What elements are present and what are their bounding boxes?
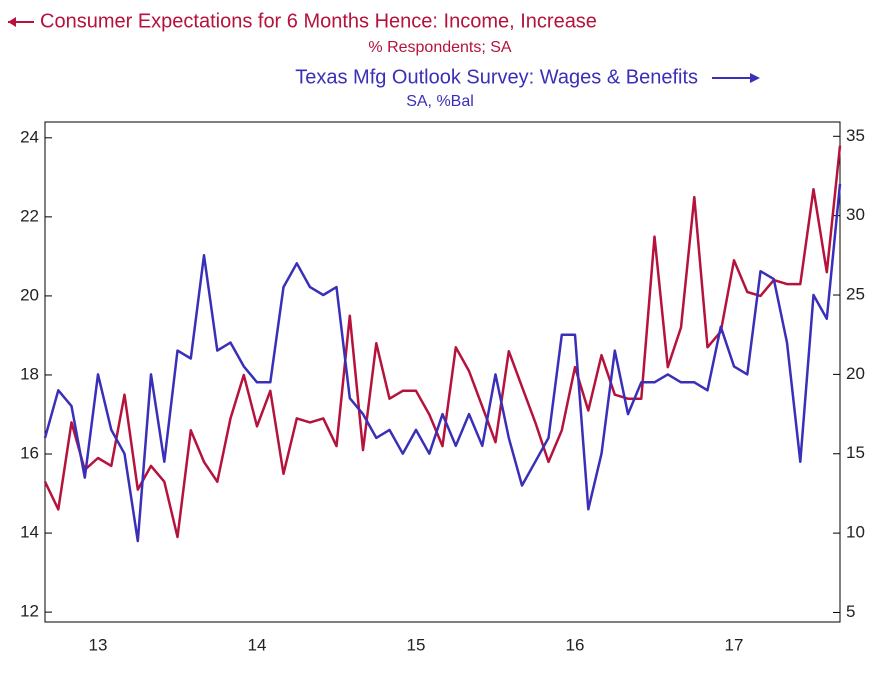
y-tick-label: 16 bbox=[20, 444, 39, 463]
subtitle: SA, %Bal bbox=[406, 93, 474, 110]
y-tick-label: 14 bbox=[20, 523, 39, 542]
legend-arrowhead bbox=[8, 17, 16, 27]
y-tick-label: 24 bbox=[20, 127, 39, 146]
y2-tick-label: 35 bbox=[846, 126, 865, 145]
y-tick-label: 18 bbox=[20, 364, 39, 383]
legend-label: Texas Mfg Outlook Survey: Wages & Benefi… bbox=[295, 66, 698, 88]
plot-frame bbox=[44, 121, 841, 623]
series-line bbox=[43, 145, 842, 539]
x-tick-label: 16 bbox=[566, 635, 585, 654]
y-tick-label: 12 bbox=[20, 602, 39, 621]
x-tick-label: 15 bbox=[407, 635, 426, 654]
x-tick-label: 14 bbox=[248, 635, 267, 654]
y-tick-label: 20 bbox=[20, 285, 39, 304]
y2-tick-label: 30 bbox=[846, 205, 865, 224]
series-line bbox=[43, 183, 842, 543]
x-tick-label: 13 bbox=[89, 635, 108, 654]
y2-tick-label: 5 bbox=[846, 602, 855, 621]
y2-tick-label: 25 bbox=[846, 285, 865, 304]
x-tick-label: 17 bbox=[725, 635, 744, 654]
legend-arrowhead bbox=[750, 73, 760, 83]
y2-tick-label: 15 bbox=[846, 443, 865, 462]
y2-tick-label: 10 bbox=[846, 523, 865, 542]
y-tick-label: 22 bbox=[20, 206, 39, 225]
y2-tick-label: 20 bbox=[846, 364, 865, 383]
subtitle: % Respondents; SA bbox=[368, 39, 512, 56]
legend-label: Consumer Expectations for 6 Months Hence… bbox=[40, 10, 597, 32]
